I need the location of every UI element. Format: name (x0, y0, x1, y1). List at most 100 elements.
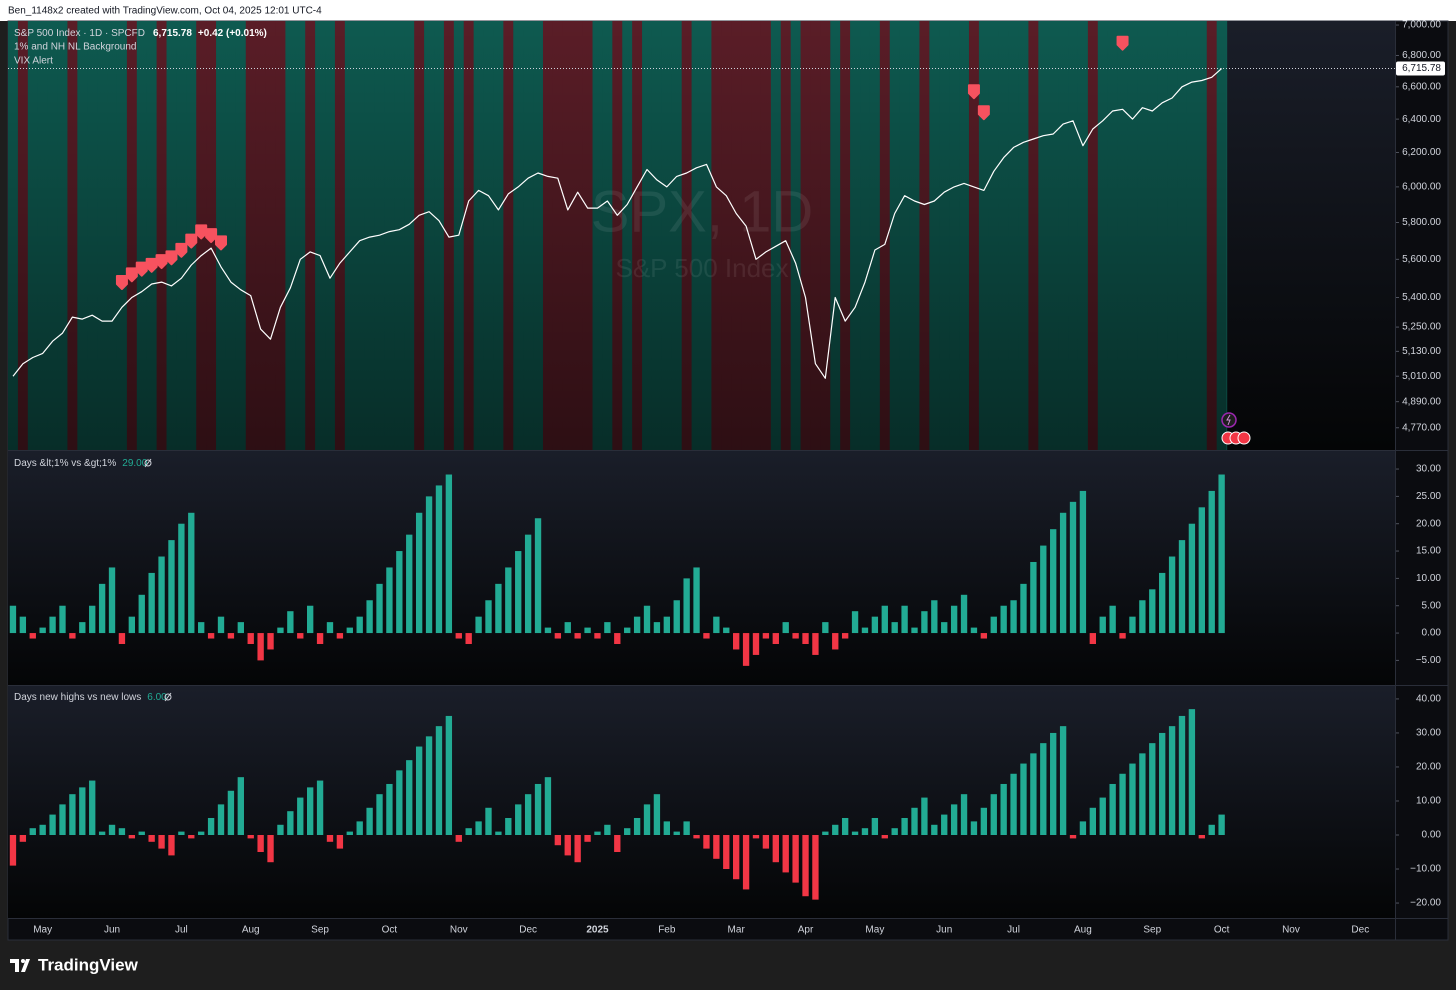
histogram-bar (871, 817, 879, 835)
histogram-bar (861, 627, 869, 634)
histogram-bar (1010, 600, 1017, 634)
histogram-bar (653, 622, 661, 634)
y-tick-label: 20.00 (1416, 762, 1441, 773)
x-tick-label: Feb (658, 925, 676, 936)
x-tick-label: Oct (1214, 925, 1230, 936)
x-tick-label: May (865, 925, 884, 936)
histogram-bar (287, 811, 294, 835)
histogram-bar (39, 627, 46, 634)
last-price: 6,715.78 (153, 28, 192, 39)
histogram-bar (624, 828, 631, 835)
y-tick-label: 10.00 (1416, 573, 1441, 584)
x-tick-label: Dec (1351, 925, 1369, 936)
watermark-symbol: SPX, 1D (591, 179, 813, 244)
histogram-bar (475, 821, 482, 835)
histogram-bar (762, 633, 770, 639)
histogram-bar (1109, 605, 1116, 634)
histogram-bar (673, 600, 680, 634)
histogram-bar (1149, 589, 1156, 634)
hidden-icon[interactable] (164, 692, 172, 702)
y-tick-label: 5,250.00 (1402, 322, 1441, 333)
histogram-bar (415, 512, 423, 634)
histogram-bar (198, 831, 205, 835)
histogram-bar (128, 616, 136, 634)
histogram-bar (1010, 773, 1017, 835)
histogram-bar (1129, 763, 1136, 835)
histogram-bar (1208, 490, 1215, 634)
histogram-bar (921, 797, 928, 835)
histogram-bar (89, 605, 96, 634)
histogram-bar (742, 834, 750, 890)
histogram-bar (941, 814, 948, 835)
pane-title[interactable]: Days new highs vs new lows (14, 692, 141, 703)
y-tick-label: 5,010.00 (1402, 371, 1441, 382)
histogram-bar (336, 633, 344, 639)
histogram-bar (79, 787, 86, 835)
indicator-pane-2 (8, 686, 1395, 918)
histogram-bar (812, 633, 819, 655)
histogram-bar (772, 834, 779, 863)
histogram-bar (336, 834, 344, 849)
histogram-bar (693, 567, 700, 634)
x-tick-label: Jun (104, 925, 120, 936)
histogram-bar (306, 605, 314, 634)
histogram-bar (1079, 821, 1087, 835)
vix-alert-marker (115, 274, 128, 290)
hidden-icon[interactable] (144, 458, 152, 468)
histogram-bar (227, 790, 235, 835)
histogram-bar (168, 834, 175, 856)
y-tick-label: 5,600.00 (1402, 254, 1441, 265)
histogram-bar (723, 627, 730, 634)
y-tick-label: −10.00 (1410, 864, 1441, 875)
histogram-bar (1050, 732, 1057, 835)
symbol-title: S&P 500 Index · 1D · SPCFD (14, 28, 145, 39)
histogram-bar (148, 834, 155, 842)
histogram-bar (1040, 545, 1047, 634)
histogram-bar (851, 611, 859, 634)
histogram-bar (1069, 834, 1077, 839)
histogram-bar (703, 633, 710, 639)
histogram-bar (207, 817, 215, 835)
histogram-bar (267, 633, 274, 650)
histogram-bar (970, 821, 978, 835)
histogram-bar (138, 831, 145, 835)
histogram-bar (941, 622, 948, 634)
vix-alert-marker (195, 224, 208, 240)
histogram-bar (643, 605, 651, 634)
histogram-bar (326, 622, 334, 634)
histogram-bar (1020, 763, 1027, 835)
histogram-bar (108, 567, 116, 634)
histogram-bar (584, 834, 591, 842)
histogram-bar (257, 834, 264, 853)
histogram-bar (683, 578, 690, 634)
histogram-bar (524, 534, 532, 634)
histogram-bar (901, 605, 908, 634)
histogram-bar (465, 828, 472, 835)
event-icons[interactable] (1221, 412, 1251, 445)
histogram-bar (980, 633, 988, 639)
histogram-bar (29, 828, 36, 835)
histogram-bar (287, 611, 294, 634)
histogram-bar (683, 821, 690, 835)
x-tick-label: Jun (936, 925, 952, 936)
histogram-bar (1059, 512, 1067, 634)
histogram-bar (69, 633, 76, 639)
price-line (12, 68, 1222, 379)
legend-entry[interactable]: VIX Alert (14, 56, 53, 67)
histogram-bar (594, 633, 601, 639)
histogram-bar (1119, 773, 1126, 835)
histogram-bar (802, 633, 809, 644)
pane-title[interactable]: Days &lt;1% vs &gt;1% (14, 458, 116, 469)
histogram-bar (752, 633, 760, 655)
histogram-bar (217, 804, 225, 835)
histogram-bar (1188, 523, 1196, 634)
x-tick-label: Sep (311, 925, 329, 936)
histogram-bar (762, 834, 770, 849)
histogram-bar (356, 821, 363, 835)
legend-entry[interactable]: 1% and NH NL Background (14, 42, 136, 53)
histogram-bar (723, 834, 730, 870)
histogram-bar (445, 474, 453, 634)
histogram-bar (297, 633, 304, 639)
